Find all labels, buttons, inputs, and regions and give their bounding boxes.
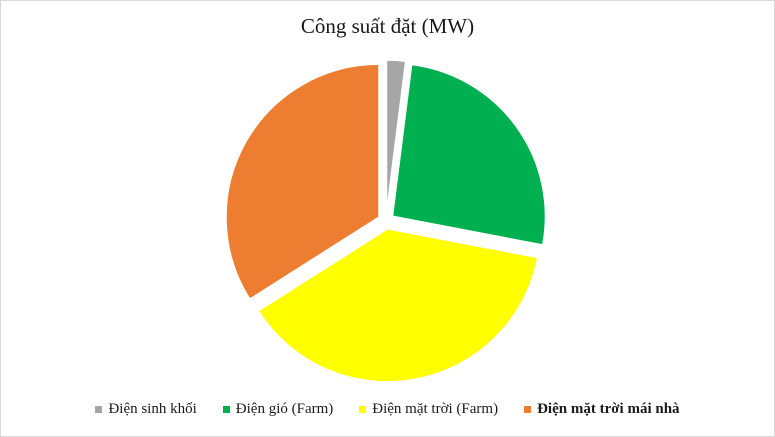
pie-slice-3: [257, 228, 539, 383]
pie-slice-2: [391, 63, 547, 246]
legend-swatch: [95, 406, 103, 413]
legend-label: Điện gió (Farm): [235, 401, 334, 417]
legend-item-1: Điện sinh khối: [95, 401, 197, 418]
pie-slice-4: [225, 63, 380, 301]
chart-title: Công suất đặt (MW): [300, 14, 475, 38]
legend-swatch: [222, 406, 230, 413]
legend-item-3: Điện mặt trời (Farm): [359, 401, 498, 418]
legend-item-4: Điện mặt trời mái nhà: [524, 401, 680, 418]
legend-swatch: [524, 406, 532, 413]
legend-label: Điện mặt trời mái nhà: [537, 401, 680, 417]
legend-label: Điện mặt trời (Farm): [372, 401, 499, 417]
legend-label: Điện sinh khối: [108, 401, 197, 417]
legend-swatch: [359, 406, 367, 413]
pie-slice-1: [385, 59, 407, 214]
legend-item-2: Điện gió (Farm): [222, 401, 334, 418]
chart-legend: Điện sinh khối Điện gió (Farm) Điện mặt tr…: [0, 401, 775, 418]
